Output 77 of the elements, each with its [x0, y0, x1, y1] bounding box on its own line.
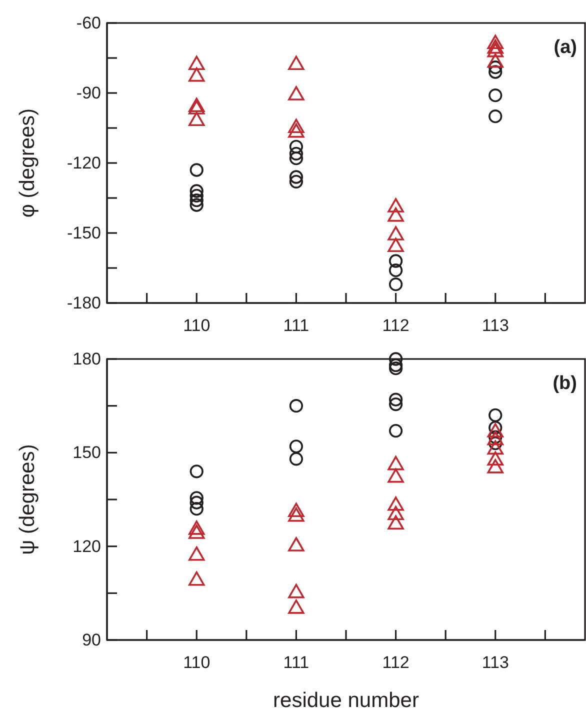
- point: [188, 546, 205, 561]
- y-tick-label: 180: [72, 349, 101, 368]
- y-tick-label: -150: [66, 223, 101, 242]
- point: [388, 506, 404, 520]
- point: [190, 464, 204, 478]
- y-tick-label: 90: [82, 630, 101, 650]
- point: [388, 397, 403, 412]
- point: [388, 362, 403, 376]
- x-tick-label: 110: [183, 316, 210, 336]
- point: [288, 123, 304, 138]
- y-tick-label: -180: [66, 293, 101, 312]
- point: [288, 507, 304, 522]
- point: [487, 39, 504, 54]
- point: [487, 451, 504, 466]
- y-tick-label: -120: [66, 153, 101, 172]
- x-tick-label: 112: [382, 316, 410, 336]
- point: [188, 571, 205, 586]
- point: [487, 440, 504, 455]
- point: [388, 496, 404, 511]
- annotation: (b): [552, 373, 577, 394]
- point: [487, 42, 504, 58]
- point: [288, 118, 304, 134]
- x-tick-label: 113: [482, 316, 509, 336]
- point: [288, 86, 304, 100]
- x-axis-title: residue number: [273, 689, 419, 712]
- point: [288, 600, 304, 614]
- y-tick-label: 150: [72, 443, 101, 462]
- y-tick-label: 120: [72, 536, 101, 556]
- point: [288, 56, 304, 70]
- y-axis-title: φ (degrees): [16, 108, 39, 218]
- point: [190, 188, 204, 202]
- y-axis-title: ψ (degrees): [16, 444, 39, 555]
- point: [289, 174, 304, 188]
- x-tick-label: 113: [482, 653, 509, 672]
- point: [288, 502, 304, 518]
- point: [289, 452, 304, 466]
- y-tick-label: -90: [76, 83, 101, 102]
- point: [388, 352, 403, 366]
- point: [190, 163, 204, 177]
- x-tick-label: 112: [382, 653, 410, 672]
- point: [488, 408, 502, 422]
- point: [388, 424, 403, 438]
- point: [388, 254, 403, 268]
- point: [388, 515, 404, 530]
- point: [289, 140, 304, 154]
- point: [388, 278, 403, 292]
- point: [190, 194, 204, 208]
- point: [288, 584, 304, 598]
- y-tick-label: -60: [76, 13, 101, 32]
- point: [487, 53, 504, 68]
- point: [188, 520, 205, 535]
- point: [487, 459, 504, 474]
- point: [289, 152, 304, 166]
- annotation: (a): [554, 37, 577, 58]
- point: [289, 170, 304, 184]
- point: [188, 56, 205, 70]
- x-tick-label: 111: [283, 653, 310, 672]
- x-tick-label: 111: [283, 316, 310, 336]
- point: [288, 537, 304, 552]
- point: [190, 198, 204, 212]
- point: [388, 468, 404, 483]
- point: [388, 358, 403, 372]
- point: [190, 496, 204, 510]
- point: [487, 423, 504, 438]
- point: [289, 440, 304, 454]
- x-tick-label: 110: [183, 653, 210, 672]
- point: [190, 491, 204, 505]
- point: [188, 524, 205, 539]
- point: [190, 184, 204, 198]
- point: [388, 456, 404, 470]
- point: [289, 146, 304, 160]
- point: [388, 264, 403, 278]
- point: [388, 392, 403, 406]
- point: [188, 112, 205, 126]
- point: [188, 67, 205, 82]
- point: [487, 34, 504, 50]
- point: [289, 399, 304, 413]
